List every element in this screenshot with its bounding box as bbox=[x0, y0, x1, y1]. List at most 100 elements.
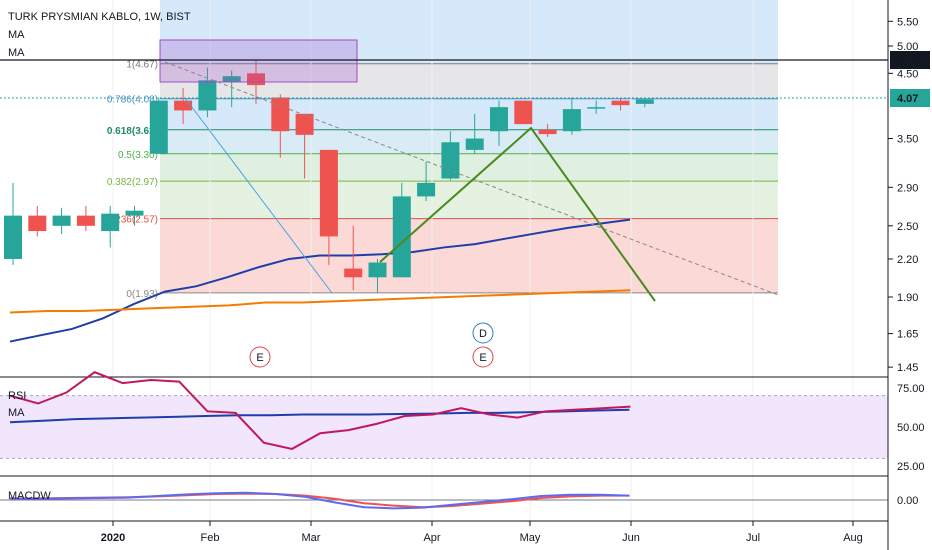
price-tick-label: 1.45 bbox=[897, 362, 918, 374]
fib-label-0.382: 0.382(2.97) bbox=[107, 177, 158, 188]
event-marker-label: E bbox=[256, 352, 263, 364]
indicator-ma-1[interactable]: MA bbox=[8, 29, 25, 41]
candle[interactable] bbox=[417, 161, 436, 202]
candle[interactable] bbox=[635, 97, 654, 108]
rsi-band bbox=[0, 395, 888, 459]
candle-body bbox=[52, 215, 71, 226]
candle[interactable] bbox=[392, 182, 411, 278]
arrow-line[interactable] bbox=[184, 97, 333, 294]
rsi-ma-label[interactable]: MA bbox=[8, 407, 25, 419]
candle[interactable] bbox=[319, 149, 338, 265]
moving-averages bbox=[9, 218, 631, 343]
candle[interactable] bbox=[490, 100, 508, 147]
chart-title: TURK PRYSMIAN KABLO, 1W, BIST bbox=[8, 11, 191, 23]
candle[interactable] bbox=[514, 100, 533, 125]
time-tick-label: Jul bbox=[746, 532, 760, 544]
fib-zone-0.786 bbox=[160, 98, 778, 130]
price-tick-label: 2.90 bbox=[897, 182, 918, 194]
candle[interactable] bbox=[125, 205, 144, 226]
candle-body bbox=[611, 100, 630, 106]
candle[interactable] bbox=[611, 97, 630, 111]
candle-body bbox=[28, 215, 47, 232]
price-tick-label: 5.50 bbox=[897, 16, 918, 28]
candle[interactable] bbox=[101, 205, 120, 248]
fib-zone-0.382 bbox=[160, 181, 778, 219]
candle[interactable] bbox=[76, 205, 95, 232]
price-badge-4.07[interactable] bbox=[890, 89, 930, 107]
candle[interactable] bbox=[344, 225, 363, 291]
rsi-tick-label: 50.00 bbox=[897, 422, 925, 434]
highlight-rectangle[interactable] bbox=[159, 39, 358, 83]
candle[interactable] bbox=[562, 97, 581, 135]
fib-label-0: 0(1.93) bbox=[126, 289, 158, 300]
price-badge-label: 4.73 bbox=[897, 55, 918, 67]
event-marker-E[interactable] bbox=[472, 346, 494, 368]
indicator-ma-2[interactable]: MA bbox=[8, 47, 25, 59]
trend-line-dashed[interactable] bbox=[164, 61, 779, 296]
fib-zone-0.236 bbox=[160, 218, 778, 293]
candle-body bbox=[562, 109, 581, 132]
time-tick-label: 2020 bbox=[101, 532, 125, 544]
price-tick-label: 1.65 bbox=[897, 329, 918, 341]
macd-line[interactable] bbox=[10, 491, 630, 510]
candle-body bbox=[319, 149, 338, 237]
price-tick-label: 5.00 bbox=[897, 41, 918, 53]
candle-body bbox=[222, 76, 241, 83]
candle-body bbox=[4, 215, 22, 259]
candle-body bbox=[635, 99, 654, 104]
candle-body bbox=[344, 268, 363, 278]
fib-label-0.236: 0.236(2.57) bbox=[107, 215, 158, 226]
candle[interactable] bbox=[538, 124, 557, 138]
ma-short-line[interactable] bbox=[9, 218, 631, 343]
event-marker-label: E bbox=[479, 352, 486, 364]
candle[interactable] bbox=[174, 88, 193, 125]
pattern-lines[interactable] bbox=[379, 126, 656, 302]
rsi-ma-line[interactable] bbox=[9, 408, 630, 424]
sub-panels bbox=[0, 371, 888, 522]
candle-body bbox=[392, 196, 411, 278]
candle[interactable] bbox=[465, 113, 484, 154]
price-badge-4.73[interactable] bbox=[890, 51, 930, 69]
candle[interactable] bbox=[587, 100, 606, 114]
fib-label-0.5: 0.5(3.30) bbox=[118, 150, 158, 161]
candle-body bbox=[368, 262, 387, 278]
candle[interactable] bbox=[368, 258, 387, 293]
candle-body bbox=[587, 107, 606, 109]
event-marker-label: D bbox=[479, 328, 487, 340]
candle-body bbox=[538, 129, 557, 135]
candle[interactable] bbox=[149, 97, 168, 154]
candle[interactable] bbox=[198, 67, 217, 118]
candle-body bbox=[441, 142, 460, 179]
candle[interactable] bbox=[441, 131, 460, 181]
candle[interactable] bbox=[222, 70, 241, 108]
candle[interactable] bbox=[52, 207, 71, 235]
candle-body bbox=[125, 210, 144, 216]
event-marker-E[interactable] bbox=[249, 346, 271, 368]
candle[interactable] bbox=[271, 94, 290, 158]
candle-body bbox=[417, 182, 436, 197]
price-tick-label: 4.50 bbox=[897, 68, 918, 80]
price-tick-label: 2.50 bbox=[897, 221, 918, 233]
event-marker-D[interactable] bbox=[472, 322, 494, 344]
fib-zone-0.5 bbox=[160, 153, 778, 182]
candle-body bbox=[149, 100, 168, 154]
candle-body bbox=[76, 215, 95, 226]
candle-body bbox=[465, 138, 484, 150]
candle[interactable] bbox=[4, 182, 22, 265]
candles bbox=[4, 59, 654, 293]
fib-label-0.786: 0.786(4.08) bbox=[107, 95, 158, 106]
candle[interactable] bbox=[295, 113, 314, 179]
rsi-line[interactable] bbox=[9, 371, 631, 450]
rsi-label[interactable]: RSI bbox=[8, 390, 26, 402]
candle-body bbox=[490, 107, 508, 132]
drawings: EDE bbox=[0, 39, 888, 368]
macd-label[interactable]: MACDW bbox=[8, 490, 51, 502]
candle[interactable] bbox=[28, 205, 47, 237]
candle-body bbox=[271, 97, 290, 132]
ma-long-line[interactable] bbox=[9, 289, 631, 314]
time-tick-label: May bbox=[520, 532, 541, 544]
candle-body bbox=[101, 213, 120, 232]
fib-label-1: 1(4.67) bbox=[126, 60, 158, 71]
